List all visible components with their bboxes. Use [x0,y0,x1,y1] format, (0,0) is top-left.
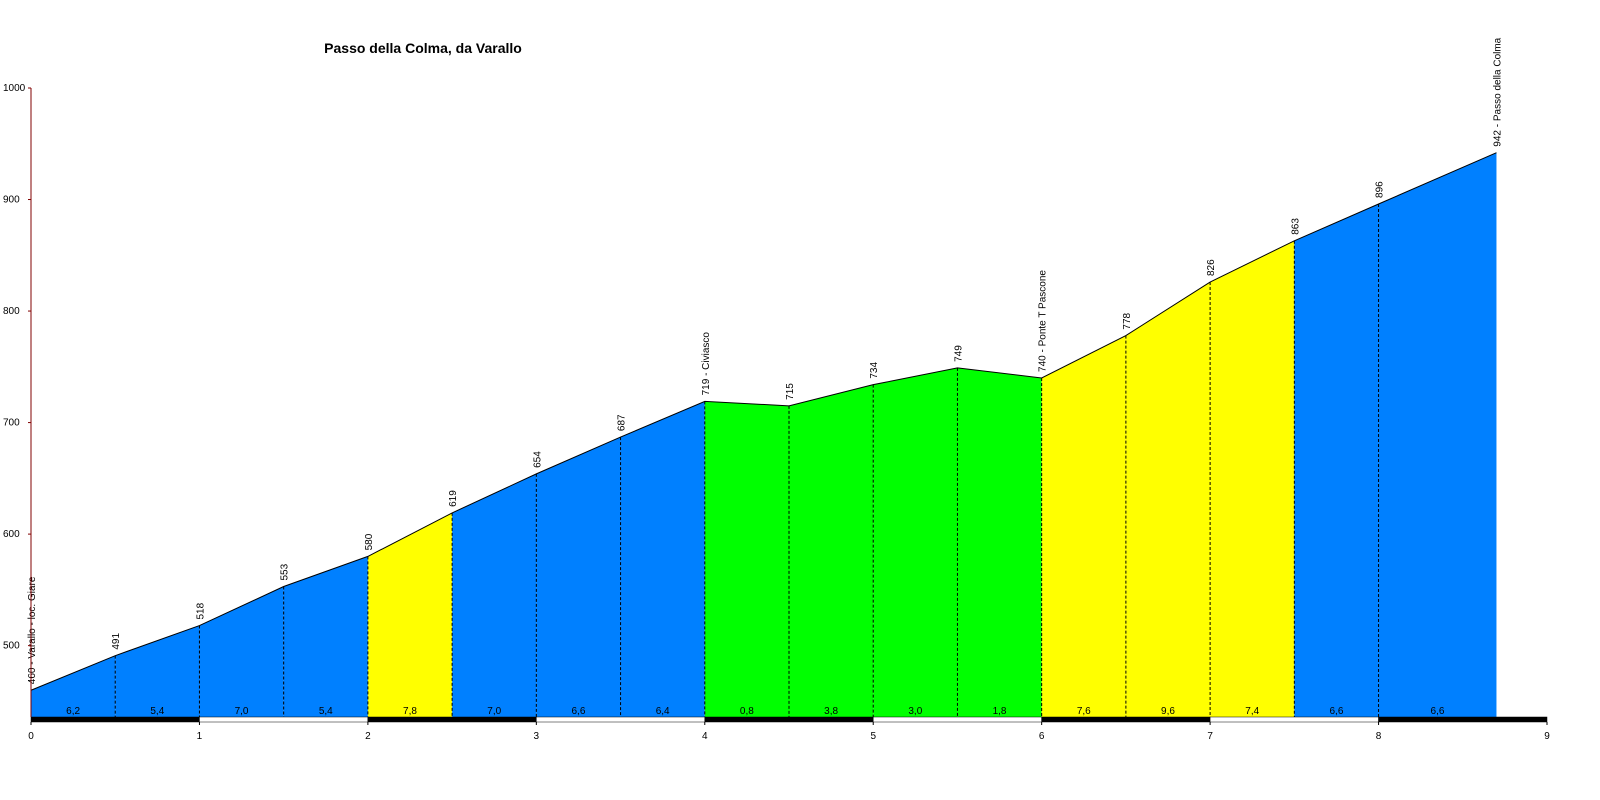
point-label: 491 [111,633,122,650]
segment-area [452,473,537,717]
point-label: 654 [532,451,543,468]
scale-band [1209,716,1379,723]
scale-band [536,716,706,723]
point-label: 863 [1290,218,1301,235]
grade-label: 7,8 [403,706,417,717]
y-tick-label: 800 [3,306,20,317]
grade-label: 3,0 [908,706,922,717]
x-tick-label: 7 [1207,731,1213,742]
point-label: 719 - Civiasco [701,332,712,396]
grade-label: 1,8 [993,706,1007,717]
point-label: 687 [617,414,628,431]
segment-area [789,384,874,717]
scale-band [199,716,369,723]
segment-area [620,401,705,717]
y-tick-label: 700 [3,418,20,429]
grade-label: 7,0 [235,706,249,717]
point-label: 734 [869,362,880,379]
grade-label: 7,4 [1245,706,1259,717]
segment-area [1041,335,1126,717]
x-tick-label: 2 [365,731,371,742]
point-label: 580 [364,533,375,550]
point-label: 518 [195,602,206,619]
point-label: 826 [1206,259,1217,276]
point-label: 942 - Passo della Colma [1492,37,1503,146]
segment-area [1125,282,1211,717]
grade-label: 7,6 [1077,706,1091,717]
grade-label: 5,4 [319,706,333,717]
x-tick-label: 3 [534,731,540,742]
point-label: 553 [280,563,291,580]
grade-label: 6,6 [1329,706,1343,717]
grade-label: 0,8 [740,706,754,717]
scale-band [1378,716,1548,723]
point-label: 740 - Ponte T Pascone [1038,270,1049,372]
grade-label: 9,6 [1161,706,1175,717]
y-tick-label: 900 [3,195,20,206]
scale-band [872,716,1042,723]
point-label: 778 [1122,312,1133,329]
y-tick-label: 500 [3,641,20,652]
point-label: 619 [448,490,459,507]
segment-area [536,437,621,717]
segment-area [1294,203,1379,717]
x-tick-label: 0 [28,731,34,742]
segment-area [704,401,789,717]
point-label: 749 [953,345,964,362]
segment-area [1210,240,1295,717]
grade-label: 3,8 [824,706,838,717]
grade-label: 6,4 [656,706,670,717]
scale-band [704,716,874,723]
chart-title: Passo della Colma, da Varallo [324,40,522,56]
x-tick-label: 9 [1544,731,1550,742]
segment-area [873,367,958,717]
x-tick-label: 1 [197,731,203,742]
segment-area [1378,152,1497,718]
grade-label: 6,2 [66,706,80,717]
grade-label: 6,6 [1431,706,1445,717]
x-tick-label: 6 [1039,731,1045,742]
scale-band [1041,716,1211,723]
x-tick-label: 5 [870,731,876,742]
point-label: 460 - Varallo - loc. Giare [27,576,38,684]
scale-band [367,716,537,723]
grade-label: 6,6 [571,706,585,717]
segment-area [199,586,284,717]
point-label: 715 [785,383,796,400]
segment-area [957,367,1042,717]
grade-label: 5,4 [150,706,164,717]
scale-band [30,716,200,723]
x-tick-label: 8 [1376,731,1382,742]
y-tick-label: 1000 [3,83,26,94]
point-label: 896 [1375,181,1386,198]
grade-label: 7,0 [487,706,501,717]
segment-area [115,625,200,717]
profile-line [30,152,1497,691]
x-tick-label: 4 [702,731,708,742]
segment-area [367,512,453,717]
segment-area [31,655,116,717]
y-tick-label: 600 [3,529,20,540]
segment-area [283,556,368,717]
